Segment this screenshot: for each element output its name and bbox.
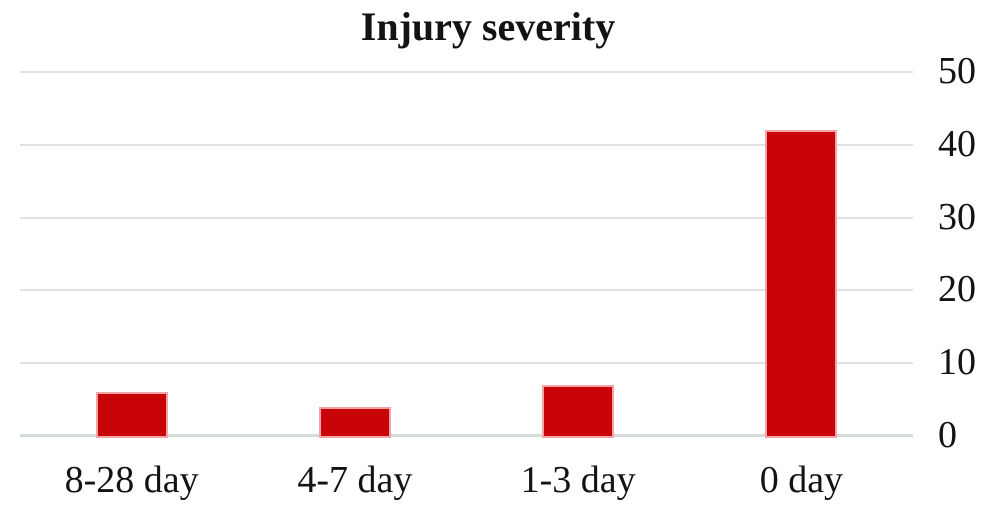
y-tick-label-10: 10 — [938, 341, 976, 384]
y-tick-label-0: 0 — [938, 414, 957, 457]
y-tick-label-30: 30 — [938, 195, 976, 238]
bar-1-3-day — [542, 385, 615, 438]
bar-4-7-day — [318, 406, 391, 438]
x-axis: 8-28 day 4-7 day 1-3 day 0 day — [20, 458, 913, 518]
x-tick-label-1-3-day: 1-3 day — [520, 459, 636, 501]
x-tick-label-4-7-day: 4-7 day — [297, 459, 413, 501]
chart-title: Injury severity — [360, 4, 616, 49]
bar-8-28-day — [95, 392, 168, 438]
gridline-50 — [20, 71, 913, 73]
y-axis: 0 10 20 30 40 50 — [938, 52, 1000, 454]
plot-area — [20, 71, 913, 438]
gridline-20 — [20, 289, 913, 292]
x-axis-line — [20, 434, 913, 437]
y-tick-label-20: 20 — [938, 268, 976, 311]
gridline-10 — [20, 362, 913, 365]
x-tick-label-8-28-day: 8-28 day — [64, 459, 199, 501]
y-tick-label-50: 50 — [938, 50, 976, 93]
gridline-30 — [20, 216, 913, 219]
x-tick-label-0-day: 0 day — [759, 459, 844, 501]
y-tick-label-40: 40 — [938, 123, 976, 166]
bar-0-day — [765, 130, 838, 438]
gridline-40 — [20, 143, 913, 146]
